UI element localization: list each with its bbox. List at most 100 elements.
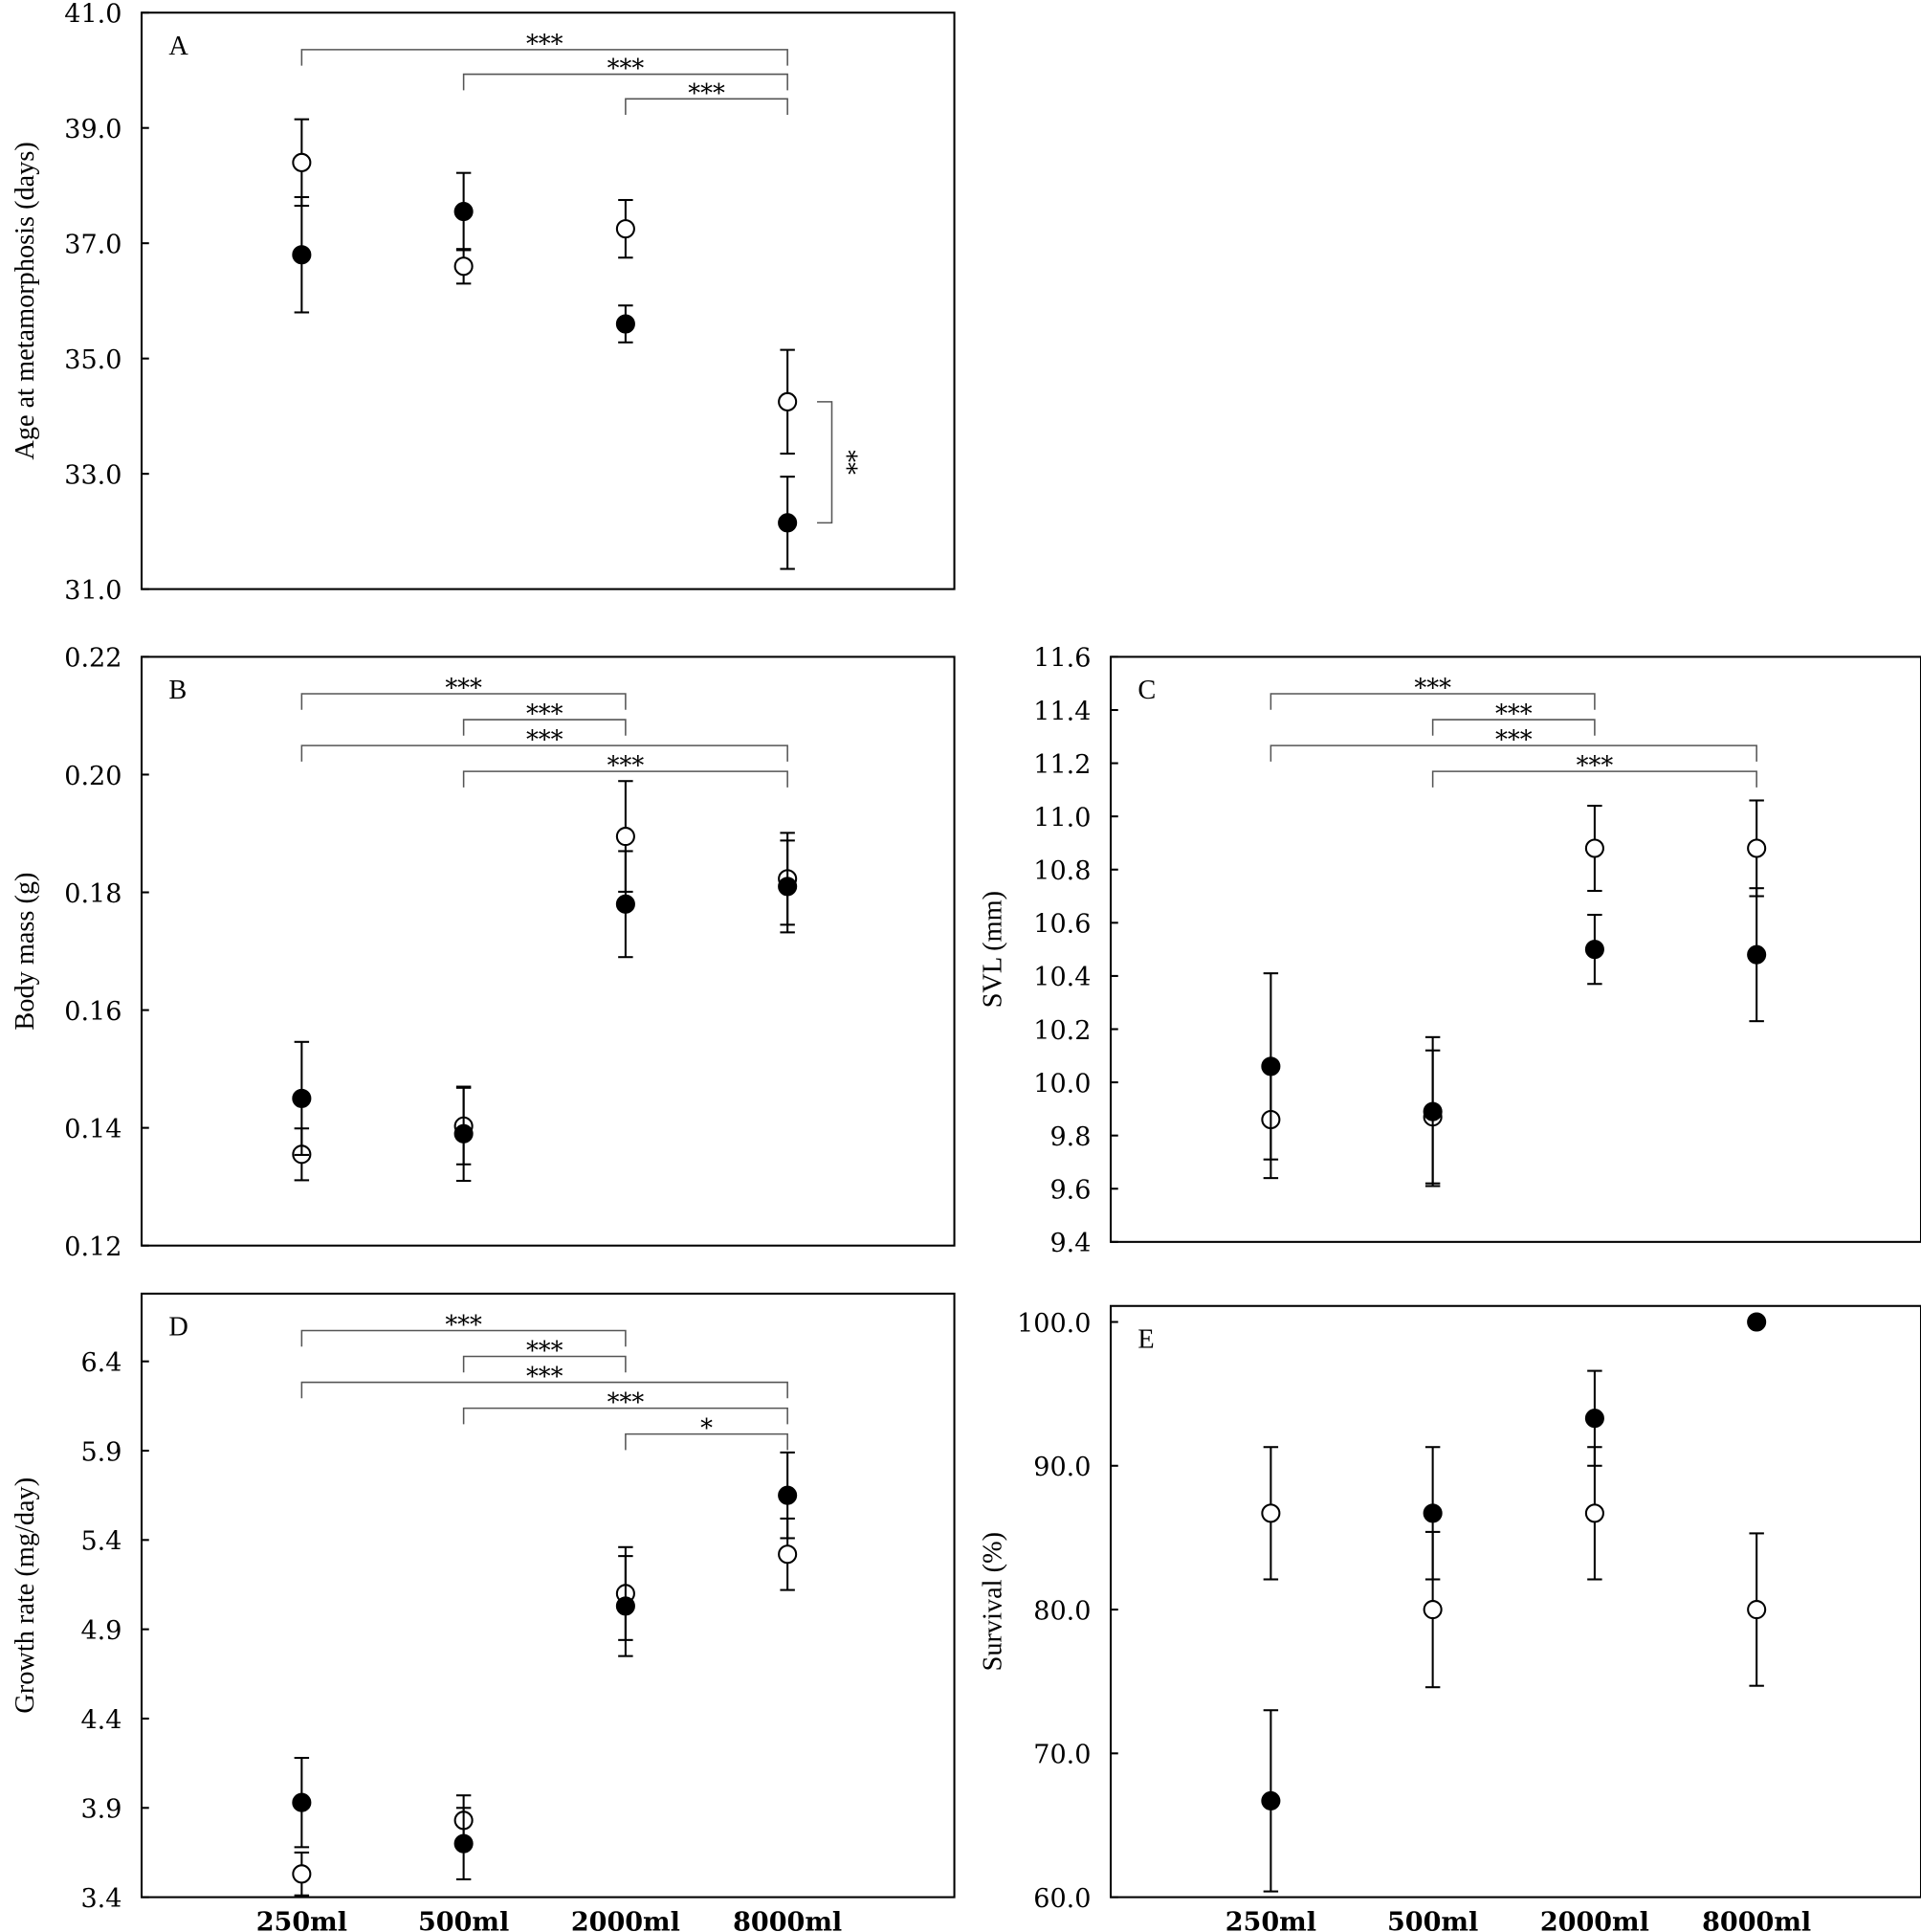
data-point-open [1747,1600,1767,1620]
y-tick-label: 90.0 [1033,1453,1091,1482]
x-tick-label: 250ml [1225,1907,1316,1932]
y-tick-label: 10.4 [1033,963,1091,992]
data-point-open [1747,838,1767,858]
data-point-filled [1747,1312,1767,1332]
y-tick-label: 31.0 [64,576,121,606]
significance-bracket [300,1381,788,1399]
data-point-filled [1261,1790,1281,1810]
data-point-filled [615,314,635,334]
significance-label: *** [607,55,645,83]
y-tick-label: 11.6 [1033,644,1091,674]
data-point-open [1584,838,1604,858]
data-point-open [778,1544,798,1565]
y-tick-label: 39.0 [64,115,121,144]
y-tick-label: 0.18 [64,879,121,909]
significance-label: *** [1577,752,1614,781]
data-point-filled [453,1833,474,1854]
y-tick-label: 9.6 [1049,1176,1091,1206]
plot-frame [1110,655,1921,1243]
significance-label: *** [526,726,563,755]
significance-bracket [462,1407,788,1425]
y-tick-label: 10.6 [1033,910,1091,940]
panel-d: 3.4 3.9 4.4 4.9 5.4 5.9 6.4 Growth rate (mg/day… [11,1292,956,1932]
data-point-filled [615,1596,635,1616]
significance-label: ** [832,450,861,475]
data-point-filled [1423,1503,1443,1523]
data-point-filled [778,877,798,897]
data-point-filled [778,1485,798,1505]
data-point-open [453,256,474,277]
y-tick-label: 5.4 [80,1527,121,1557]
significance-label: *** [526,30,563,58]
significance-label: *** [445,1311,482,1340]
y-axis-label: SVL (mm) [979,891,1008,1008]
y-axis-label: Growth rate (mg/day) [11,1477,40,1714]
significance-bracket [625,1432,788,1451]
panel-b: 0.12 0.14 0.16 0.18 0.20 0.22 Body mass (g) B **… [11,644,956,1262]
y-tick-label: 11.2 [1033,750,1091,780]
x-tick-label: 2000ml [571,1907,680,1932]
significance-label: *** [445,675,482,703]
significance-label: *** [1414,675,1451,703]
x-tick-label: 2000ml [1540,1907,1649,1932]
significance-label: *** [526,1363,563,1391]
data-point-filled [778,513,798,533]
significance-bracket [625,98,788,116]
data-point-filled [453,202,474,222]
y-axis-label: Survival (%) [979,1532,1008,1671]
plot-frame [140,655,956,1247]
significance-label: *** [607,1388,645,1417]
data-point-filled [1584,1409,1604,1429]
x-tick-label: 8000ml [1702,1907,1811,1932]
y-tick-label: 0.22 [64,644,121,674]
plot-frame [140,11,956,590]
significance-bracket [300,744,788,762]
panel-c: 9.4 9.6 9.8 10.0 10.2 10.4 10.6 10.8 11.0 11.2 11.… [979,644,1921,1258]
significance-bracket [462,770,788,788]
y-tick-label: 11.0 [1033,803,1091,833]
data-point-filled [453,1123,474,1144]
y-tick-label: 35.0 [64,345,121,375]
panel-letter: C [1137,676,1156,705]
significance-bracket [462,73,788,91]
panel-letter: D [168,1313,188,1343]
y-tick-label: 9.4 [1049,1229,1091,1258]
significance-label: *** [607,752,645,781]
significance-bracket [300,49,788,66]
panel-letter: B [168,676,187,705]
y-tick-label: 9.8 [1049,1122,1091,1152]
y-tick-label: 10.2 [1033,1016,1091,1046]
data-point-open [292,1864,312,1884]
y-tick-label: 10.8 [1033,856,1091,886]
y-tick-label: 37.0 [64,230,121,259]
x-tick-label: 250ml [256,1907,347,1932]
data-point-filled [1423,1101,1443,1121]
y-axis-label: Body mass (g) [11,873,40,1031]
significance-bracket [1431,770,1757,788]
y-tick-label: 4.9 [80,1616,121,1646]
panel-letter: E [1137,1325,1154,1355]
significance-bracket [300,693,627,710]
significance-bracket [462,1355,627,1373]
plot-frame [140,1292,956,1899]
data-point-filled [1747,944,1767,965]
y-axis-label: Age at metamorphosis (days) [11,142,40,459]
y-tick-label: 70.0 [1033,1741,1091,1770]
significance-label: *** [526,1337,563,1366]
y-tick-label: 80.0 [1033,1596,1091,1626]
y-tick-label: 33.0 [64,460,121,490]
plot-frame [1110,1304,1921,1899]
panel-e: 60.0 70.0 80.0 90.0 100.0 Survival (%) E 250ml 5… [979,1304,1921,1932]
y-tick-label: 0.14 [64,1115,121,1144]
significance-label: *** [526,700,563,729]
y-tick-label: 5.9 [80,1437,121,1467]
y-tick-label: 0.12 [64,1232,121,1262]
y-tick-label: 41.0 [64,0,121,30]
y-tick-label: 3.9 [80,1795,121,1825]
data-point-filled [292,1792,312,1812]
data-point-open [615,219,635,239]
data-point-filled [1261,1056,1281,1077]
data-point-open [1584,1503,1604,1523]
y-tick-label: 60.0 [1033,1884,1091,1914]
